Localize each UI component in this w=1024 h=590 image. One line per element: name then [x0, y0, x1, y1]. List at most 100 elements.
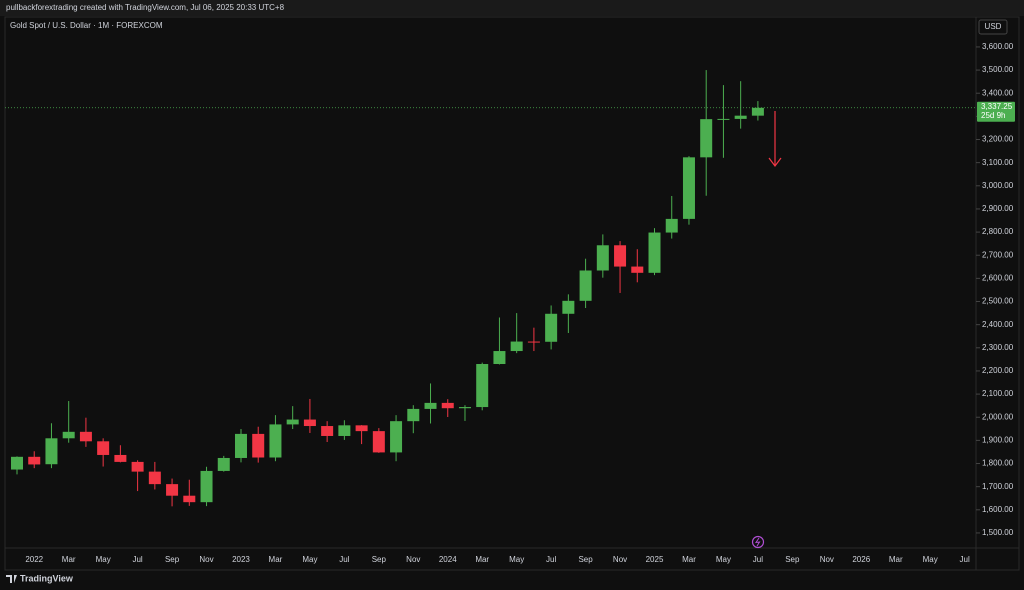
footer-bar: [0, 571, 1024, 590]
y-tick-label: 2,000.00: [982, 412, 1014, 421]
x-tick-label: Jul: [339, 555, 349, 564]
currency-box[interactable]: [978, 19, 1008, 35]
brand: TradingView: [20, 573, 74, 583]
candle-body: [286, 419, 299, 425]
x-tick-label: Mar: [682, 555, 696, 564]
candle-body: [269, 424, 282, 458]
x-tick-label: 2022: [25, 555, 43, 564]
candle-body: [407, 408, 420, 422]
x-tick-label: Jul: [960, 555, 970, 564]
candle-body: [476, 364, 489, 408]
event-icon[interactable]: [751, 535, 765, 549]
x-tick-label: May: [923, 555, 938, 564]
candle-body: [458, 407, 471, 409]
y-tick-label: 2,100.00: [982, 389, 1014, 398]
candle-body: [252, 433, 265, 458]
candle-body: [424, 402, 437, 409]
chart-title: Gold Spot / U.S. Dollar · 1M · FOREXCOM: [10, 21, 163, 30]
candle-body: [79, 431, 92, 442]
candle-body: [493, 351, 506, 365]
candle-body: [441, 402, 454, 409]
x-tick-label: Sep: [578, 555, 593, 564]
candle-body: [11, 456, 23, 470]
candle-body: [562, 300, 575, 314]
candle-body: [131, 461, 144, 472]
candle-body: [321, 426, 334, 436]
candle-body: [390, 421, 403, 453]
x-tick-label: Sep: [165, 555, 180, 564]
brand-logo: [6, 575, 17, 583]
x-tick-label: Mar: [269, 555, 283, 564]
x-tick-label: May: [716, 555, 731, 564]
x-tick-label: Jul: [546, 555, 556, 564]
candle-body: [648, 232, 661, 273]
x-tick-label: Nov: [820, 555, 834, 564]
y-tick-label: 2,800.00: [982, 227, 1014, 236]
candle-body: [682, 157, 695, 219]
y-tick-label: 1,800.00: [982, 459, 1014, 468]
y-tick-label: 3,100.00: [982, 158, 1014, 167]
y-tick-label: 3,400.00: [982, 88, 1014, 97]
x-tick-label: May: [509, 555, 524, 564]
x-tick-label: Mar: [889, 555, 903, 564]
y-tick-label: 1,700.00: [982, 482, 1014, 491]
candle-body: [97, 441, 110, 455]
y-tick-label: 3,500.00: [982, 65, 1014, 74]
candle-body: [28, 456, 41, 465]
x-tick-label: May: [302, 555, 317, 564]
candle-body: [717, 118, 730, 120]
candle-body: [62, 431, 75, 439]
last-price-box: [977, 101, 1015, 122]
x-tick-label: Jul: [753, 555, 763, 564]
header-text: pullbackforextrading created with Tradin…: [6, 3, 285, 12]
candle-body: [596, 245, 609, 271]
y-tick-label: 2,900.00: [982, 204, 1014, 213]
y-tick-label: 2,200.00: [982, 366, 1014, 375]
candle-body: [355, 425, 368, 432]
y-tick-label: 3,600.00: [982, 42, 1014, 51]
frame: [4, 16, 1020, 571]
x-tick-label: Sep: [372, 555, 387, 564]
candle-body: [183, 495, 196, 503]
x-tick-label: Mar: [475, 555, 489, 564]
y-tick-label: 2,500.00: [982, 297, 1014, 306]
candle-body: [166, 484, 179, 496]
x-tick-label: 2023: [232, 555, 250, 564]
y-tick-label: 1,900.00: [982, 435, 1014, 444]
candle-body: [45, 438, 58, 465]
x-tick-label: Nov: [613, 555, 627, 564]
candle-body: [545, 313, 558, 342]
candle-body: [751, 107, 764, 116]
candle-body: [527, 341, 540, 343]
candle-body: [338, 425, 351, 436]
event-icon-bolt: [754, 537, 761, 547]
candle-body: [579, 270, 592, 301]
last-price-label: 3,337.25: [981, 102, 1013, 111]
candle-body: [200, 470, 213, 503]
candle-body: [734, 115, 747, 119]
currency: USD: [985, 22, 1002, 31]
countdown: 25d 9h: [981, 111, 1005, 120]
candle-body: [234, 433, 247, 458]
y-tick-label: 2,400.00: [982, 320, 1014, 329]
x-tick-label: Nov: [199, 555, 213, 564]
x-tick-label: Mar: [62, 555, 76, 564]
candle-body: [372, 431, 385, 453]
candle-body: [510, 341, 523, 352]
candle-body: [665, 218, 678, 233]
candle-body: [700, 119, 713, 158]
x-tick-label: May: [96, 555, 111, 564]
y-tick-label: 2,700.00: [982, 250, 1014, 259]
x-tick-label: Jul: [132, 555, 142, 564]
x-tick-label: Sep: [785, 555, 800, 564]
candle-body: [217, 457, 230, 471]
candle-body: [148, 471, 161, 485]
arrow-head: [768, 157, 782, 167]
y-tick-label: 3,000.00: [982, 181, 1014, 190]
x-tick-label: Nov: [406, 555, 420, 564]
candle-body: [614, 245, 627, 267]
candle-body: [114, 454, 127, 462]
